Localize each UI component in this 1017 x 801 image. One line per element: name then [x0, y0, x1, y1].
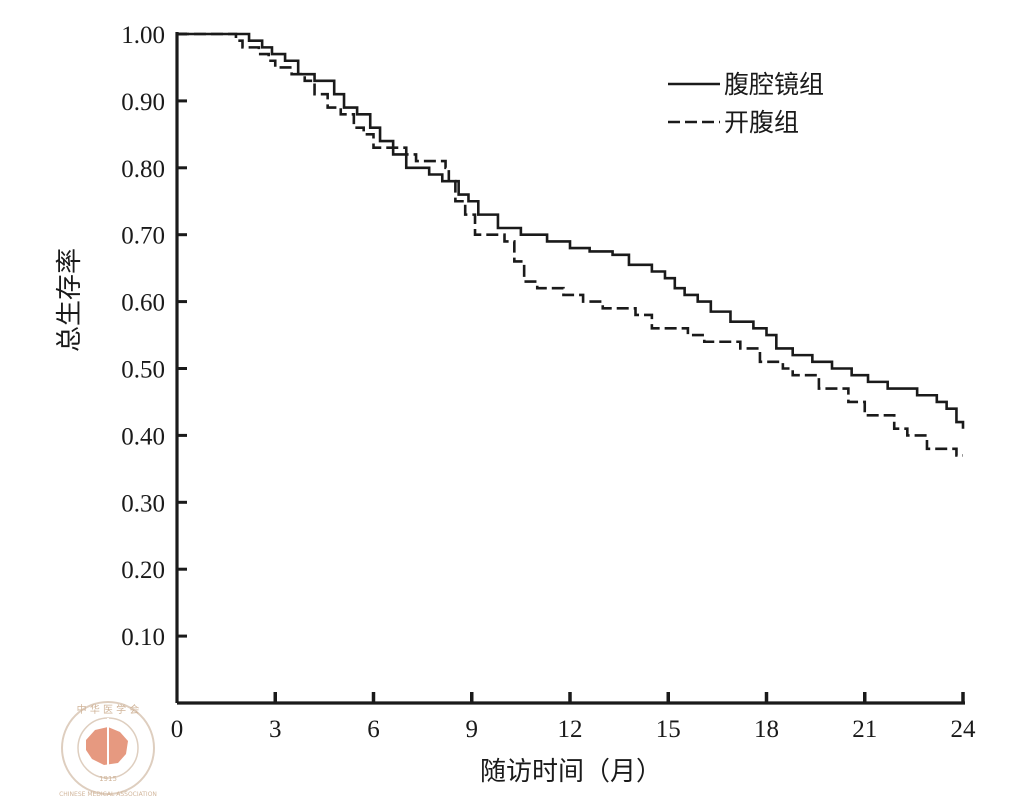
- y-tick-label: 1.00: [121, 22, 165, 49]
- y-tick-label: 0.50: [121, 357, 165, 384]
- x-tick-label: 15: [656, 716, 681, 743]
- y-tick-label: 0.20: [121, 557, 165, 584]
- x-tick-label: 24: [951, 716, 977, 743]
- x-tick-label: 18: [754, 716, 779, 743]
- y-tick-label: 0.10: [121, 624, 165, 651]
- legend-label-0: 腹腔镜组: [724, 70, 824, 99]
- logo-year: 1915: [99, 775, 117, 783]
- legend-label-1: 开腹组: [724, 108, 799, 137]
- y-axis-title: 总生存率: [55, 248, 85, 352]
- x-ticks: 0 3 6 9 12 15 18 21 24: [171, 692, 976, 743]
- x-axis-title: 随访时间（月）: [480, 757, 662, 787]
- legend: 腹腔镜组 开腹组: [668, 70, 824, 137]
- x-tick-label: 3: [269, 716, 282, 743]
- logo-top-text: 中 华 医 学 会: [77, 703, 140, 716]
- y-tick-label: 0.60: [121, 290, 165, 317]
- cma-watermark-logo: 中 华 医 学 会 1915 CHINESE MEDICAL ASSOCIATI…: [59, 701, 157, 798]
- y-tick-label: 0.40: [121, 423, 165, 450]
- y-tick-label: 0.90: [121, 89, 165, 116]
- x-tick-label: 12: [558, 716, 583, 743]
- logo-outer-ring: [61, 701, 155, 795]
- y-tick-label: 0.80: [121, 156, 165, 183]
- series-group: [177, 32, 965, 457]
- logo-bottom-text: CHINESE MEDICAL ASSOCIATION: [59, 791, 157, 798]
- x-tick-label: 0: [171, 716, 184, 743]
- series-line-1: [177, 32, 963, 457]
- series-line-0: [177, 32, 965, 429]
- y-ticks: 0.10 0.20 0.30 0.40 0.50 0.60 0.70 0.80 0.90 1.00: [121, 22, 187, 651]
- y-tick-label: 0.70: [121, 223, 165, 250]
- x-tick-label: 9: [466, 716, 479, 743]
- x-tick-label: 21: [852, 716, 877, 743]
- x-tick-label: 6: [367, 716, 380, 743]
- y-tick-label: 0.30: [121, 490, 165, 517]
